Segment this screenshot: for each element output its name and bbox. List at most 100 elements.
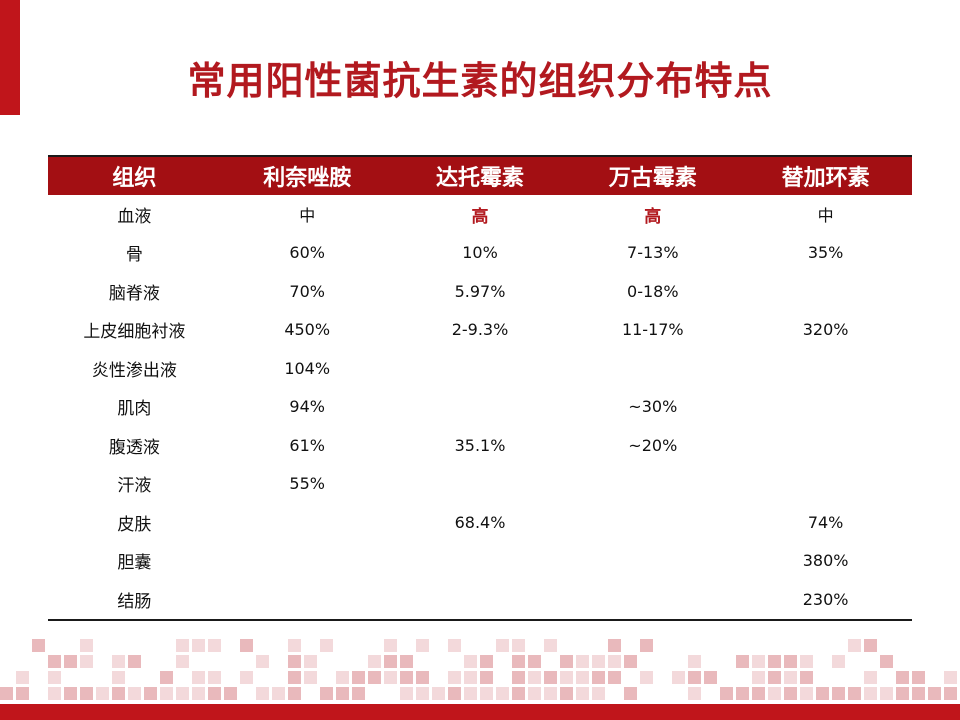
decorative-square	[576, 687, 589, 700]
decorative-square	[752, 655, 765, 668]
decorative-square	[512, 655, 525, 668]
decorative-square	[416, 671, 429, 684]
slide-title: 常用阳性菌抗生素的组织分布特点	[187, 59, 773, 103]
tissue-cell: 腹透液	[108, 437, 160, 458]
decorative-square	[368, 671, 381, 684]
decorative-square	[352, 687, 365, 700]
table-row: 血液 中 高 高 中	[48, 195, 912, 234]
decorative-square	[784, 671, 797, 684]
table-row: 汗液 55%	[48, 465, 912, 504]
value-cell	[739, 349, 912, 388]
decorative-square	[208, 639, 221, 652]
decorative-square	[832, 655, 845, 668]
decorative-square	[608, 639, 621, 652]
decorative-square	[768, 687, 781, 700]
value-cell: 高	[471, 206, 489, 227]
decorative-square	[320, 639, 333, 652]
decorative-square	[784, 687, 797, 700]
decorative-square	[848, 639, 861, 652]
tissue-cell: 结肠	[48, 580, 221, 621]
tissue-cell: 汗液	[117, 476, 152, 497]
decorative-square	[496, 639, 509, 652]
value-cell: 104%	[284, 358, 331, 378]
value-cell	[739, 465, 912, 504]
value-cell	[220, 580, 394, 621]
decorative-square	[464, 655, 477, 668]
decorative-square	[464, 687, 477, 700]
decorative-square	[832, 687, 845, 700]
decorative-square	[752, 671, 765, 684]
table-row: 脑脊液 70% 5.97% 0-18%	[48, 272, 912, 311]
decorative-square	[912, 687, 925, 700]
decorative-square	[768, 671, 781, 684]
value-cell: ~20%	[628, 435, 678, 455]
decorative-square	[176, 687, 189, 700]
decorative-square	[48, 671, 61, 684]
corner-accent-bar	[0, 0, 20, 115]
table-row: 骨 60% 10% 7-13% 35%	[48, 234, 912, 273]
tissue-cell: 胆囊	[117, 553, 152, 574]
decorative-square	[624, 655, 637, 668]
table-row: 腹透液 61% 35.1% ~20%	[48, 426, 912, 465]
decorative-square	[896, 671, 909, 684]
decorative-square	[464, 671, 477, 684]
decorative-square	[800, 687, 813, 700]
decorative-square	[224, 687, 237, 700]
decorative-square	[480, 687, 493, 700]
value-cell	[739, 388, 912, 427]
table-row: 结肠 230%	[48, 580, 912, 621]
decorative-square	[912, 671, 925, 684]
value-cell	[394, 388, 567, 427]
decorative-square	[672, 671, 685, 684]
tissue-cell: 血液	[117, 206, 152, 227]
decorative-square	[0, 687, 13, 700]
decorative-square	[512, 671, 525, 684]
decorative-square	[288, 671, 301, 684]
decorative-square	[192, 639, 205, 652]
decorative-square	[544, 687, 557, 700]
distribution-table: 组织 利奈唑胺 达托霉素 万古霉素 替加环素 血液 中 高 高 中骨 60% 10% 7-13…	[48, 155, 912, 621]
value-cell: 55%	[289, 474, 325, 494]
decorative-square	[448, 671, 461, 684]
decorative-square	[560, 687, 573, 700]
decorative-square	[512, 639, 525, 652]
table-header-row: 组织 利奈唑胺 达托霉素 万古霉素 替加环素	[48, 155, 912, 195]
table-row: 肌肉 94% ~30%	[48, 388, 912, 427]
tissue-cell: 皮肤	[117, 514, 152, 535]
decorative-square	[864, 687, 877, 700]
table-body: 血液 中 高 高 中骨 60% 10% 7-13% 35% 脑脊液 70% 5.97% 0-18% 上皮细…	[48, 195, 912, 621]
footer-decorative-pattern	[0, 639, 957, 700]
tissue-cell: 炎性渗出液	[91, 360, 177, 381]
value-cell: 35%	[807, 243, 844, 263]
header-tigecycline: 替加环素	[739, 155, 912, 195]
decorative-square	[416, 639, 429, 652]
value-cell: 高	[644, 206, 662, 227]
value-cell: 5.97%	[454, 281, 506, 301]
decorative-square	[704, 671, 717, 684]
decorative-square	[688, 655, 701, 668]
table-row: 皮肤 68.4% 74%	[48, 503, 912, 542]
decorative-square	[288, 687, 301, 700]
decorative-square	[208, 671, 221, 684]
decorative-square	[768, 655, 781, 668]
decorative-square	[400, 687, 413, 700]
decorative-square	[784, 655, 797, 668]
value-cell: 中	[817, 206, 834, 226]
decorative-square	[400, 671, 413, 684]
decorative-square	[944, 687, 957, 700]
decorative-square	[384, 639, 397, 652]
decorative-square	[848, 687, 861, 700]
value-cell: 68.4%	[454, 512, 506, 532]
decorative-square	[512, 687, 525, 700]
distribution-table-container: 组织 利奈唑胺 达托霉素 万古霉素 替加环素 血液 中 高 高 中骨 60% 10% 7-13…	[48, 155, 912, 621]
value-cell	[566, 580, 740, 621]
decorative-square	[640, 639, 653, 652]
decorative-square	[640, 671, 653, 684]
decorative-square	[48, 687, 61, 700]
decorative-square	[336, 671, 349, 684]
decorative-square	[32, 639, 45, 652]
value-cell: 74%	[807, 512, 844, 532]
decorative-square	[416, 687, 429, 700]
decorative-square	[864, 671, 877, 684]
decorative-square	[544, 671, 557, 684]
